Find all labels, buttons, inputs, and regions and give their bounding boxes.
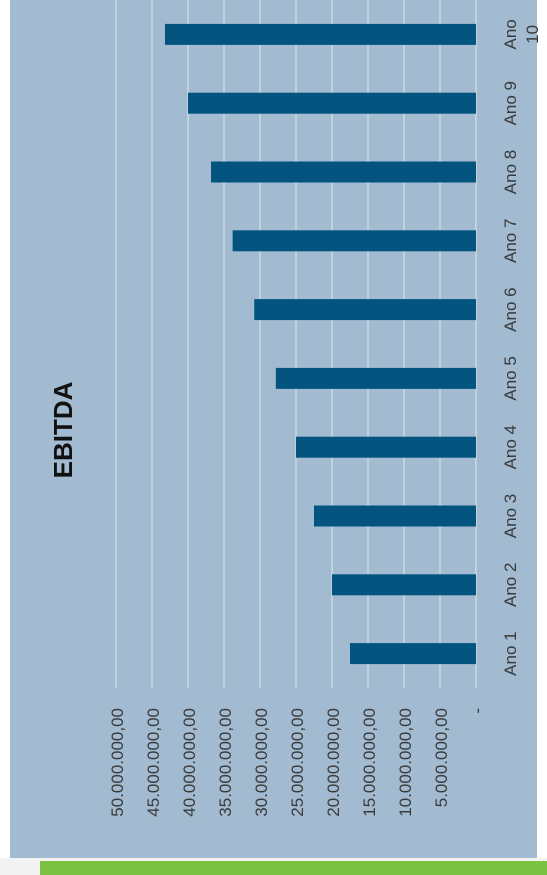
bar [275, 367, 476, 389]
value-tick-label: 30.000.000,00 [252, 708, 271, 817]
value-tick-label: 10.000.000,00 [396, 708, 415, 817]
bar [188, 92, 476, 114]
grid-lines [115, 0, 477, 688]
chart-panel [10, 0, 537, 858]
category-label: Ano 6 [501, 287, 520, 331]
value-tick-label: 5.000.000,00 [432, 708, 451, 807]
category-label: Ano 3 [501, 494, 520, 538]
category-axis-labels: Ano 1 Ano 2 Ano 3 Ano 4 Ano 5 Ano 6 Ano 7 Ano 8… [501, 19, 542, 676]
bar [350, 643, 476, 665]
bar [332, 574, 476, 596]
category-label: Ano 4 [501, 425, 520, 469]
accent-strip [40, 861, 547, 875]
chart-title: EBITDA [48, 381, 78, 478]
category-label: Ano 8 [501, 150, 520, 194]
bar [296, 436, 476, 458]
value-tick-label: - [468, 708, 487, 714]
category-label: Ano 9 [501, 81, 520, 125]
bar [254, 299, 476, 321]
bar [314, 505, 476, 527]
value-axis-ticks: - 5.000.000,00 10.000.000,00 15.000.000,00 2… [108, 708, 487, 817]
category-label: Ano 5 [501, 356, 520, 400]
category-label: Ano 1 [501, 631, 520, 675]
value-tick-label: 25.000.000,00 [288, 708, 307, 817]
category-label: Ano 7 [501, 219, 520, 263]
value-tick-label: 50.000.000,00 [108, 708, 127, 817]
bar [164, 23, 476, 45]
value-tick-label: 35.000.000,00 [216, 708, 235, 817]
category-label: Ano 2 [501, 563, 520, 607]
value-tick-label: 45.000.000,00 [144, 708, 163, 817]
bar [211, 161, 477, 183]
category-label: Ano 10 [501, 19, 542, 49]
value-tick-label: 20.000.000,00 [324, 708, 343, 817]
value-tick-label: 40.000.000,00 [180, 708, 199, 817]
value-tick-label: 15.000.000,00 [360, 708, 379, 817]
bar [232, 230, 476, 252]
bars [164, 23, 477, 665]
